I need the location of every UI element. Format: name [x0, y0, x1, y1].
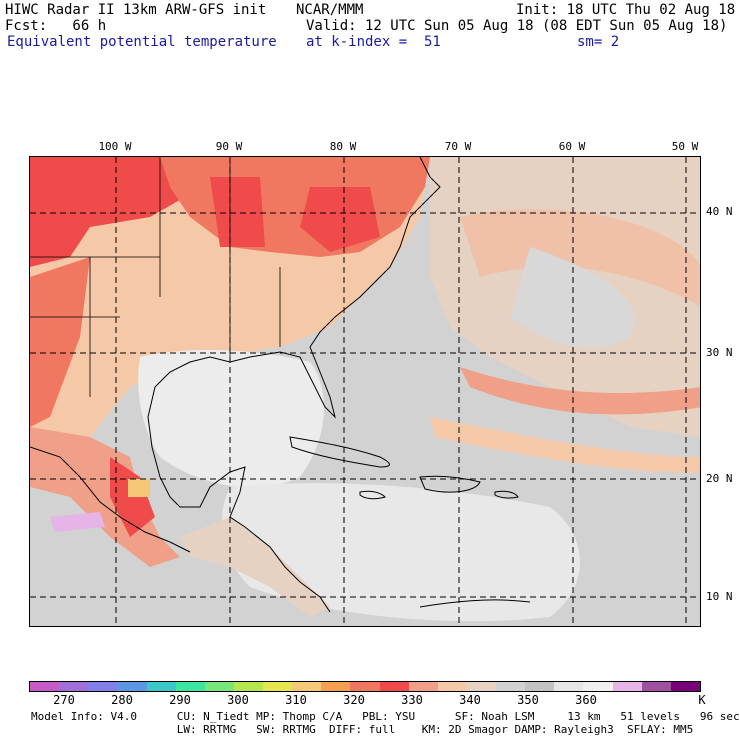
- colorbar-label-300: 300: [227, 693, 249, 707]
- lat-label-30n: 30 N: [706, 346, 733, 359]
- atlantic-band-1: [460, 209, 700, 306]
- illinois-hot-zone: [210, 177, 265, 247]
- model-info-line-2: LW: RRTMG SW: RRTMG DIFF: full KM: 2D Sm…: [31, 723, 694, 736]
- colorbar-swatch-8: [263, 682, 293, 691]
- pacific-coast-mexico: [30, 446, 191, 553]
- colorbar-swatch-0: [30, 682, 60, 691]
- plains-hot-zone: [30, 157, 185, 267]
- colorbar-label-350: 350: [517, 693, 539, 707]
- colorbar-label-340: 340: [459, 693, 481, 707]
- lat-label-40n: 40 N: [706, 205, 733, 218]
- colorbar-label-280: 280: [111, 693, 133, 707]
- caribbean-field: [221, 483, 580, 622]
- mexico-peak: [128, 479, 150, 497]
- lon-label-100w: 100 W: [98, 140, 132, 153]
- lat-label-20n: 20 N: [706, 472, 733, 485]
- colorbar-swatch-18: [554, 682, 584, 691]
- colorbar-label-270: 270: [53, 693, 75, 707]
- lat-label-10n: 10 N: [706, 590, 733, 603]
- mexico-field: [30, 427, 180, 567]
- colorbar-swatch-20: [612, 682, 642, 691]
- colorbar-label-320: 320: [343, 693, 365, 707]
- forecast-hour: Fcst: 66 h: [5, 18, 107, 34]
- k-index-label: at k-index = 51: [306, 34, 441, 50]
- colorbar-swatch-13: [408, 682, 438, 691]
- state-borders: [30, 157, 281, 397]
- colorbar-label-360: 360: [575, 693, 597, 707]
- theta-e-field-map: [30, 157, 700, 626]
- colorbar-swatch-12: [379, 682, 409, 691]
- colorbar-swatch-22: [670, 682, 700, 691]
- colorbar-swatch-17: [525, 682, 555, 691]
- lon-label-90w: 90 W: [215, 140, 243, 153]
- colorbar-swatch-15: [466, 682, 496, 691]
- smoothing-label: sm= 2: [577, 34, 620, 50]
- colorbar-swatch-6: [204, 682, 234, 691]
- lon-label-80w: 80 W: [329, 140, 357, 153]
- atlantic-swirl: [510, 247, 634, 348]
- south-america-coast: [419, 599, 531, 608]
- model-info-line-1: Model Info: V4.0 CU: N_Tiedt MP: Thomp C…: [31, 710, 740, 723]
- init-time: Init: 18 UTC Thu 02 Aug 18: [516, 2, 736, 18]
- organization-label: NCAR/MMM: [296, 2, 364, 18]
- colorbar-label-330: 330: [401, 693, 423, 707]
- colorbar-swatch-3: [117, 682, 147, 691]
- colorbar-unit: K: [698, 693, 706, 707]
- puerto-rico-outline: [494, 490, 519, 499]
- colorbar-label-290: 290: [169, 693, 191, 707]
- map-panel: [29, 156, 701, 627]
- atlantic-band-3: [430, 417, 700, 473]
- colorbar-swatch-19: [583, 682, 613, 691]
- colorbar-swatch-9: [292, 682, 322, 691]
- lon-label-70w: 70 W: [444, 140, 472, 153]
- pacific-purple-patch: [50, 512, 105, 532]
- colorbar-swatch-1: [59, 682, 89, 691]
- colorbar-swatch-11: [350, 682, 380, 691]
- ohio-hot-zone: [300, 187, 380, 252]
- valid-time: Valid: 12 UTC Sun 05 Aug 18 (08 EDT Sun …: [306, 18, 728, 34]
- colorbar-swatch-14: [437, 682, 467, 691]
- central-america-field: [180, 517, 330, 617]
- colorbar-swatch-2: [88, 682, 118, 691]
- lon-label-60w: 60 W: [558, 140, 586, 153]
- colorbar-swatch-7: [233, 682, 263, 691]
- atlantic-band-2: [460, 367, 700, 415]
- hispaniola-outline: [419, 475, 481, 493]
- cuba-outline: [289, 436, 390, 468]
- colorbar-swatch-5: [175, 682, 205, 691]
- colorbar: [29, 681, 701, 692]
- colorbar-swatch-10: [321, 682, 351, 691]
- coastlines: [30, 157, 531, 613]
- jamaica-outline: [359, 490, 386, 500]
- lon-label-50w: 50 W: [671, 140, 699, 153]
- southwest-hot-zone: [30, 257, 90, 427]
- colorbar-label-310: 310: [285, 693, 307, 707]
- colorbar-swatch-4: [146, 682, 176, 691]
- colorbar-swatch-21: [641, 682, 671, 691]
- east-and-gulf-coast: [147, 157, 441, 613]
- field-name: Equivalent potential temperature: [7, 34, 277, 50]
- colorbar-swatch-16: [496, 682, 526, 691]
- lat-lon-grid: [30, 157, 700, 626]
- gulf-of-mexico-field: [138, 350, 324, 488]
- model-title: HIWC Radar II 13km ARW-GFS init: [5, 2, 267, 18]
